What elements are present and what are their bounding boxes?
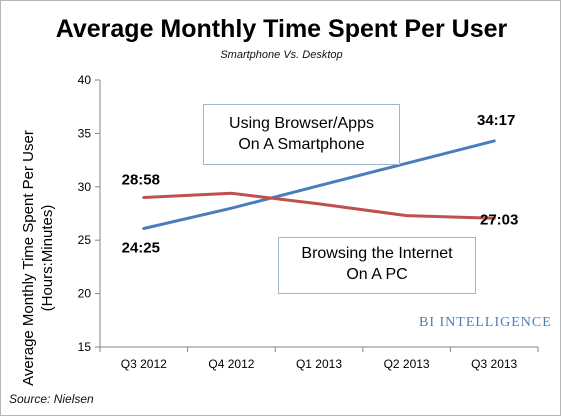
pc-annotation-line-1: Browsing the Internet — [301, 245, 453, 262]
y-tick-label: 35 — [78, 126, 92, 140]
pc-annotation: Browsing the Internet On A PC — [278, 237, 476, 294]
y-tick-label: 25 — [78, 233, 92, 247]
y-tick-label: 15 — [78, 340, 92, 354]
chart-title: Average Monthly Time Spent Per User — [55, 15, 508, 43]
x-tick-label: Q1 2013 — [296, 357, 342, 371]
bi-intelligence-watermark: BI INTELLIGENCE — [419, 315, 552, 330]
y-tick-label: 20 — [78, 287, 92, 301]
pc-annotation-line-2: On A PC — [346, 266, 408, 283]
y-tick-label: 40 — [78, 73, 92, 87]
source-note: Source: Nielsen — [9, 392, 94, 406]
series-lines — [142, 139, 496, 230]
data-label: 34:17 — [477, 112, 515, 129]
smartphone-annotation: Using Browser/Apps On A Smartphone — [203, 104, 400, 165]
data-labels: 24:25 34:17 28:58 27:03 — [122, 112, 519, 257]
smartphone-annotation-line-2: On A Smartphone — [238, 136, 365, 153]
axes: 15 20 25 30 35 40 Q3 2012 Q4 2012 Q1 2013 Q2 2013… — [78, 73, 539, 371]
data-label: 27:03 — [480, 211, 518, 228]
data-label: 28:58 — [122, 171, 160, 188]
chart-subtitle: Smartphone Vs. Desktop — [220, 49, 343, 61]
smartphone-series-line — [142, 139, 496, 230]
x-tick-label: Q3 2013 — [471, 357, 517, 371]
x-tick-label: Q4 2012 — [208, 357, 254, 371]
x-tick-label: Q2 2013 — [384, 357, 430, 371]
data-label: 24:25 — [122, 239, 160, 256]
pc-series-line — [142, 191, 496, 220]
y-tick-label: 30 — [78, 180, 92, 194]
x-tick-label: Q3 2012 — [121, 357, 167, 371]
smartphone-annotation-line-1: Using Browser/Apps — [229, 115, 374, 132]
